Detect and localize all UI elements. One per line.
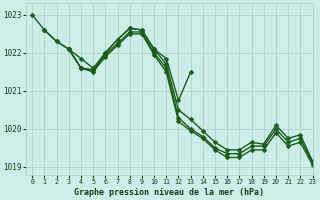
X-axis label: Graphe pression niveau de la mer (hPa): Graphe pression niveau de la mer (hPa) bbox=[74, 188, 264, 197]
